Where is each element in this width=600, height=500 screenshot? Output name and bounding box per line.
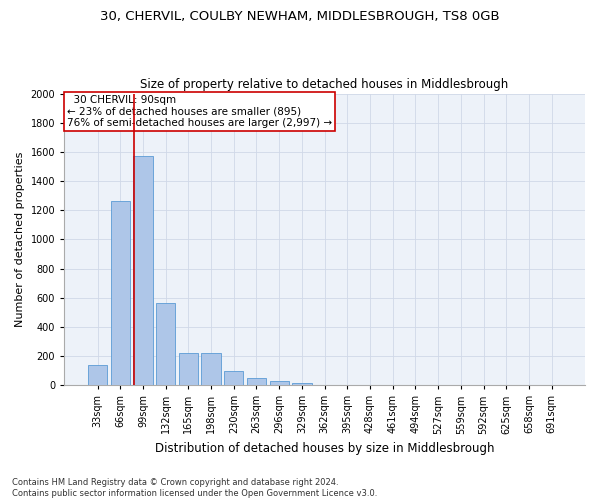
Bar (110, 200, 130, 385)
Text: 30, CHERVIL, COULBY NEWHAM, MIDDLESBROUGH, TS8 0GB: 30, CHERVIL, COULBY NEWHAM, MIDDLESBROUG… (100, 10, 500, 23)
Bar (133, 156, 152, 385)
Text: 30 CHERVIL: 90sqm  
← 23% of detached houses are smaller (895)
76% of semi-detac: 30 CHERVIL: 90sqm ← 23% of detached hous… (67, 95, 332, 128)
Bar (224, 372, 244, 385)
Bar (247, 378, 266, 385)
Bar (179, 353, 198, 385)
Bar (88, 364, 107, 385)
Text: Contains HM Land Registry data © Crown copyright and database right 2024.
Contai: Contains HM Land Registry data © Crown c… (12, 478, 377, 498)
Y-axis label: Number of detached properties: Number of detached properties (15, 152, 25, 327)
Bar (202, 353, 221, 385)
Bar (292, 382, 311, 385)
Title: Size of property relative to detached houses in Middlesbrough: Size of property relative to detached ho… (140, 78, 509, 91)
Bar (269, 381, 289, 385)
Bar (156, 303, 175, 385)
X-axis label: Distribution of detached houses by size in Middlesbrough: Distribution of detached houses by size … (155, 442, 494, 455)
